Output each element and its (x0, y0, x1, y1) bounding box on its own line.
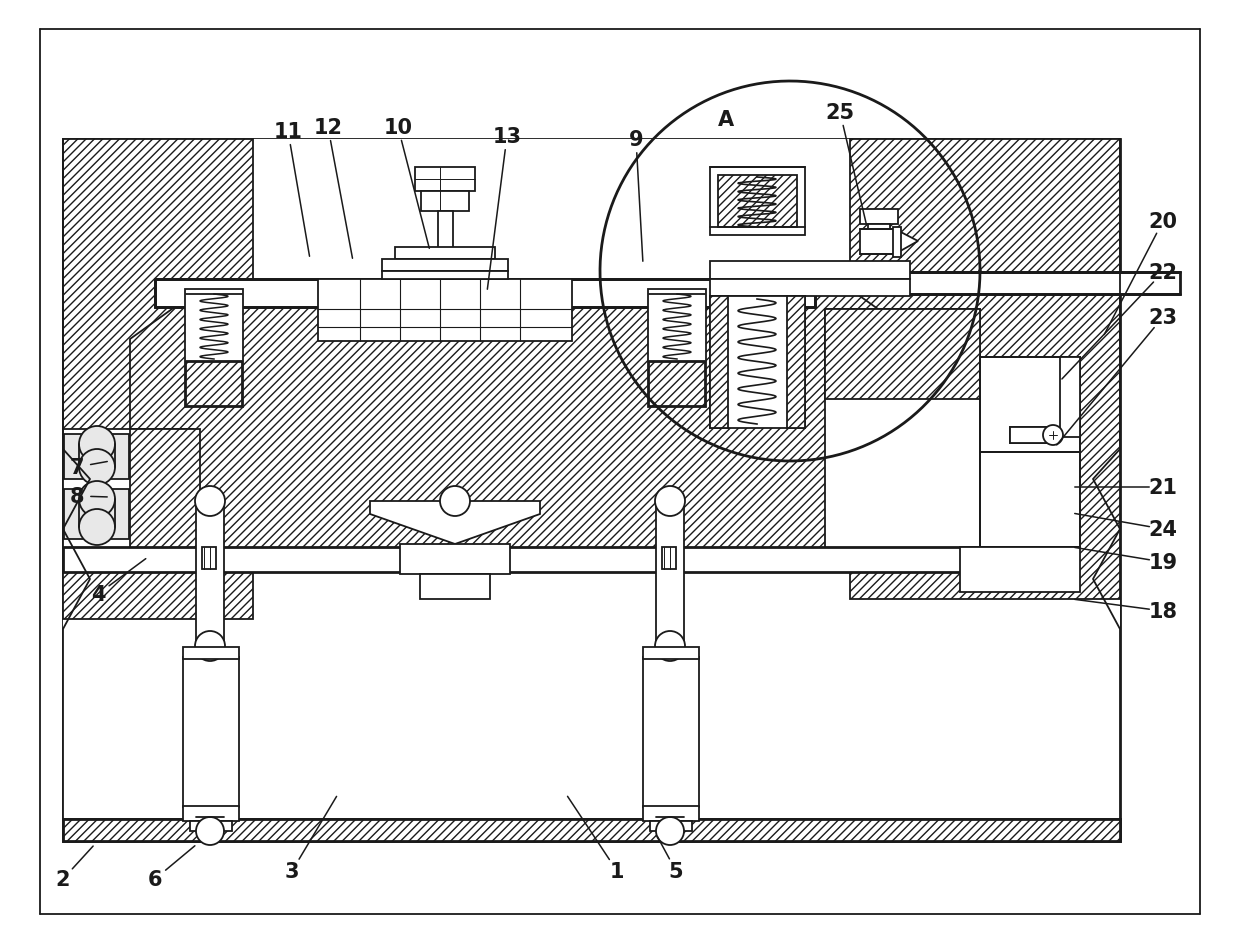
Bar (662, 548, 676, 569)
Text: 24: 24 (1148, 519, 1178, 539)
Text: 22: 22 (1148, 262, 1178, 282)
Polygon shape (370, 501, 539, 545)
Bar (415, 168, 475, 192)
Bar (396, 247, 495, 260)
Circle shape (656, 818, 684, 845)
Bar (868, 225, 890, 235)
Bar (711, 279, 910, 296)
Bar (63, 430, 193, 549)
Bar (711, 261, 910, 279)
Bar (644, 806, 699, 821)
Text: 12: 12 (314, 118, 342, 138)
Circle shape (440, 486, 470, 516)
Bar (1011, 428, 1052, 444)
Bar (438, 211, 453, 279)
Text: 8: 8 (69, 486, 84, 507)
Bar (861, 210, 898, 225)
Text: 11: 11 (274, 122, 303, 142)
Text: 6: 6 (148, 869, 162, 889)
Text: 18: 18 (1148, 601, 1178, 621)
Bar (711, 296, 805, 429)
Bar (1060, 358, 1080, 437)
Bar (825, 310, 980, 399)
Bar (382, 272, 508, 279)
Circle shape (195, 632, 224, 662)
Text: 10: 10 (383, 118, 413, 138)
Bar (649, 290, 706, 408)
Bar (861, 229, 898, 255)
Bar (960, 548, 1080, 593)
Bar (63, 548, 963, 572)
Bar (64, 490, 129, 539)
Bar (184, 648, 239, 659)
Bar (401, 545, 510, 574)
Text: 4: 4 (91, 584, 105, 604)
Bar (382, 260, 508, 272)
Bar (422, 192, 469, 211)
Bar (711, 296, 728, 429)
Bar (711, 168, 805, 236)
Bar (644, 648, 699, 659)
Bar (825, 310, 980, 548)
Polygon shape (895, 229, 918, 255)
Bar (656, 501, 684, 647)
Text: 9: 9 (629, 130, 644, 150)
Bar (980, 452, 1080, 548)
Bar (184, 657, 239, 807)
Text: 3: 3 (285, 861, 299, 881)
Text: 7: 7 (69, 458, 84, 478)
Bar (155, 279, 815, 308)
Text: 23: 23 (1148, 308, 1178, 328)
Text: 20: 20 (1148, 211, 1178, 232)
Text: 5: 5 (668, 861, 683, 881)
Text: 25: 25 (826, 103, 854, 123)
Bar (317, 279, 572, 342)
Bar (63, 140, 253, 619)
Bar (63, 140, 1120, 819)
Bar (63, 140, 1120, 819)
Bar (849, 140, 1120, 599)
Circle shape (195, 486, 224, 516)
Text: 13: 13 (492, 126, 522, 147)
Bar (202, 548, 216, 569)
Bar (980, 358, 1080, 452)
Bar (644, 657, 699, 807)
Bar (130, 430, 200, 549)
Bar (649, 362, 706, 407)
Circle shape (79, 449, 115, 485)
Bar (815, 273, 1180, 295)
Text: 19: 19 (1148, 552, 1178, 572)
Bar (650, 821, 692, 831)
Circle shape (79, 481, 115, 517)
Bar (420, 574, 490, 599)
Bar (196, 501, 224, 647)
Circle shape (655, 486, 684, 516)
Polygon shape (130, 290, 920, 549)
Bar (1011, 428, 1052, 444)
Bar (184, 806, 239, 821)
Circle shape (79, 427, 115, 463)
Circle shape (196, 818, 224, 845)
Bar (190, 821, 232, 831)
Bar (64, 434, 129, 480)
Bar (186, 362, 242, 407)
Bar (63, 819, 1120, 841)
Text: 2: 2 (56, 869, 71, 889)
Bar (893, 228, 901, 258)
Text: 21: 21 (1148, 478, 1178, 497)
Text: A: A (718, 110, 734, 130)
Text: 1: 1 (610, 861, 624, 881)
Circle shape (655, 632, 684, 662)
Circle shape (1043, 426, 1063, 446)
Circle shape (79, 510, 115, 546)
Bar (718, 176, 797, 228)
Bar (787, 296, 805, 429)
Bar (185, 290, 243, 408)
Bar (63, 819, 1120, 841)
